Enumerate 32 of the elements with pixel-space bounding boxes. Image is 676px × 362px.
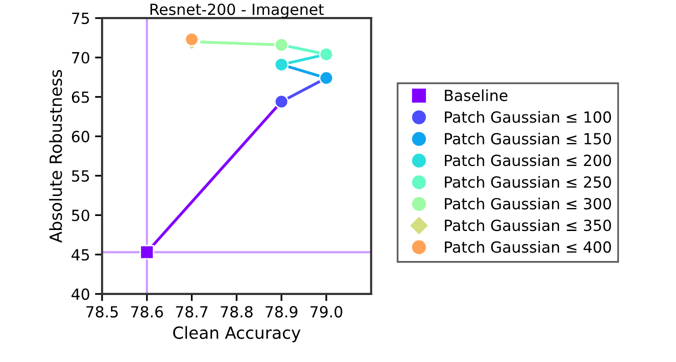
x-tick-label: 78.7	[176, 306, 208, 318]
y-tick-label: 55	[72, 170, 89, 182]
y-tick-label: 40	[72, 288, 90, 300]
legend-label: Patch Gaussian ≤ 400	[444, 240, 611, 253]
legend-label: Patch Gaussian ≤ 300	[444, 198, 611, 210]
point	[274, 94, 289, 109]
legend-label: Patch Gaussian ≤ 250	[444, 176, 611, 188]
point	[274, 57, 289, 72]
point	[319, 70, 334, 86]
x-tick-label: 78.5	[86, 306, 118, 318]
x-tick-label: 78.6	[131, 306, 163, 318]
x-tick-label: 78.8	[220, 306, 253, 318]
legend-label: Baseline	[444, 89, 508, 102]
y-tick-label: 65	[72, 91, 89, 103]
point	[319, 47, 334, 62]
legend-label: Patch Gaussian ≤ 200	[444, 154, 611, 166]
legend-label: Patch Gaussian ≤ 150	[444, 132, 611, 145]
y-tick-label: 60	[72, 130, 90, 142]
y-tick-label: 75	[72, 12, 89, 24]
y-tick-label: 70	[72, 52, 90, 64]
point	[184, 32, 200, 47]
y-tick-label: 50	[72, 210, 90, 222]
y-axis-title: Absolute Robustness	[49, 70, 62, 243]
legend-label: Patch Gaussian ≤ 350	[444, 219, 611, 232]
x-axis-title: Clean Accuracy	[173, 326, 300, 342]
y-tick-label: 45	[72, 249, 89, 261]
point	[140, 244, 154, 260]
point	[274, 38, 289, 52]
x-tick-label: 79.0	[310, 306, 342, 318]
legend-label: Patch Gaussian ≤ 100	[444, 111, 611, 123]
x-tick-label: 78.9	[266, 306, 298, 318]
chart-title: Resnet-200 - Imagenet	[150, 4, 324, 18]
